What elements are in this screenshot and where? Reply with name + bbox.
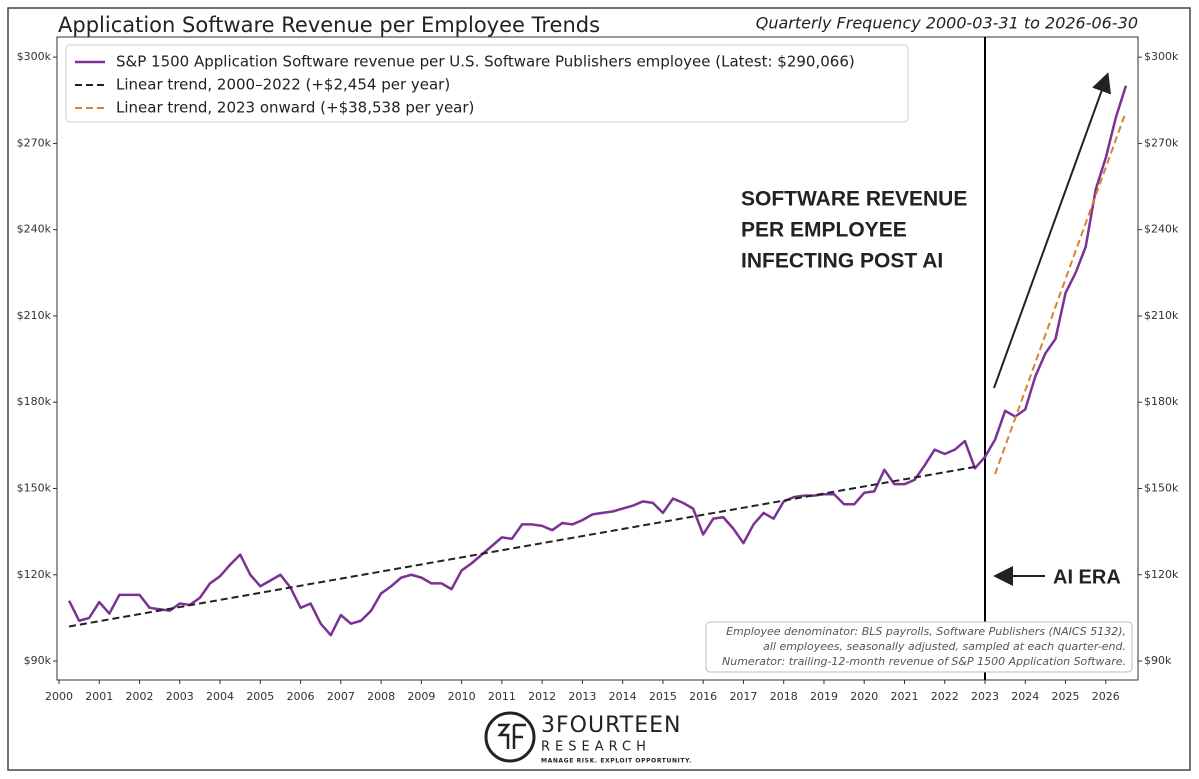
note: all employees, seasonally adjusted, samp… — [763, 640, 1126, 653]
x-tick-label: 2022 — [931, 690, 959, 703]
annotation: PER EMPLOYEE — [741, 219, 907, 242]
y2-tick-label: $240k — [1144, 223, 1179, 236]
y2-tick-label: $210k — [1144, 309, 1179, 322]
annotation: SOFTWARE REVENUE — [741, 188, 967, 211]
trend-arrow — [993, 72, 1111, 389]
series-line — [994, 111, 1127, 475]
logo-glyph — [497, 723, 526, 749]
y-tick-label: $300k — [17, 50, 52, 63]
note: Numerator: trailing-12-month revenue of … — [722, 655, 1126, 668]
x-tick-label: 2006 — [287, 690, 315, 703]
x-tick-label: 2019 — [810, 690, 838, 703]
y2-tick-label: $270k — [1144, 136, 1179, 149]
series-line — [67, 85, 1128, 637]
x-tick-label: 2024 — [1011, 690, 1039, 703]
x-tick-label: 2023 — [971, 690, 999, 703]
y-tick-label: $120k — [17, 568, 52, 581]
logo-mark — [484, 711, 536, 763]
legend-label: Linear trend, 2000–2022 (+$2,454 per yea… — [116, 76, 450, 94]
y-tick-label: $90k — [24, 654, 52, 667]
annotation: INFECTING POST AI — [741, 250, 943, 273]
frame — [7, 7, 1191, 771]
chart-subtitle: Quarterly Frequency 2000-03-31 to 2026-0… — [756, 14, 1138, 33]
x-tick-label: 2003 — [166, 690, 194, 703]
logo-sub: RESEARCH — [541, 740, 651, 755]
x-tick-label: 2020 — [850, 690, 878, 703]
note-box — [705, 621, 1133, 673]
chart-title: Application Software Revenue per Employe… — [58, 13, 600, 37]
x-tick-label: 2012 — [528, 690, 556, 703]
plot-area — [56, 36, 1139, 681]
legend-items: S&P 1500 Application Software revenue pe… — [75, 53, 855, 117]
note: Employee denominator: BLS payrolls, Soft… — [726, 625, 1126, 638]
y-tick-label: $180k — [17, 395, 52, 408]
era-label: AI ERA — [1053, 566, 1121, 588]
x-tick-label: 2015 — [649, 690, 677, 703]
x-tick-label: 2000 — [45, 690, 73, 703]
logo-tagline: MANAGE RISK. EXPLOIT OPPORTUNITY. — [541, 758, 692, 765]
x-tick-label: 2026 — [1092, 690, 1120, 703]
y2-tick-label: $150k — [1144, 481, 1179, 494]
x-tick-label: 2004 — [206, 690, 234, 703]
y-tick-label: $240k — [17, 223, 52, 236]
x-tick-label: 2013 — [568, 690, 596, 703]
x-tick-label: 2002 — [126, 690, 154, 703]
x-tick-label: 2010 — [448, 690, 476, 703]
series-line — [68, 465, 976, 628]
y2-tick-label: $90k — [1144, 654, 1172, 667]
logo-name: 3FOURTEEN — [541, 713, 681, 738]
x-tick-label: 2021 — [890, 690, 918, 703]
legend-label: S&P 1500 Application Software revenue pe… — [116, 53, 855, 71]
x-tick-label: 2005 — [246, 690, 274, 703]
x-tick-label: 2014 — [609, 690, 637, 703]
legend-label: Linear trend, 2023 onward (+$38,538 per … — [116, 99, 474, 117]
plot: $90k $90k $120k $120k $150k $150k $180k $180k $2… — [17, 37, 1179, 703]
y-tick-label: $270k — [17, 136, 52, 149]
x-tick-label: 2011 — [488, 690, 516, 703]
x-tick-label: 2017 — [729, 690, 757, 703]
y2-tick-label: $120k — [1144, 568, 1179, 581]
x-tick-label: 2025 — [1052, 690, 1080, 703]
x-tick-label: 2009 — [407, 690, 435, 703]
x-tick-label: 2007 — [327, 690, 355, 703]
y-tick-label: $210k — [17, 309, 52, 322]
y-tick-label: $150k — [17, 481, 52, 494]
x-tick-label: 2001 — [85, 690, 113, 703]
legend — [65, 44, 909, 123]
y2-tick-label: $300k — [1144, 50, 1179, 63]
x-tick-label: 2008 — [367, 690, 395, 703]
y2-tick-label: $180k — [1144, 395, 1179, 408]
x-tick-label: 2016 — [689, 690, 717, 703]
x-tick-label: 2018 — [770, 690, 798, 703]
